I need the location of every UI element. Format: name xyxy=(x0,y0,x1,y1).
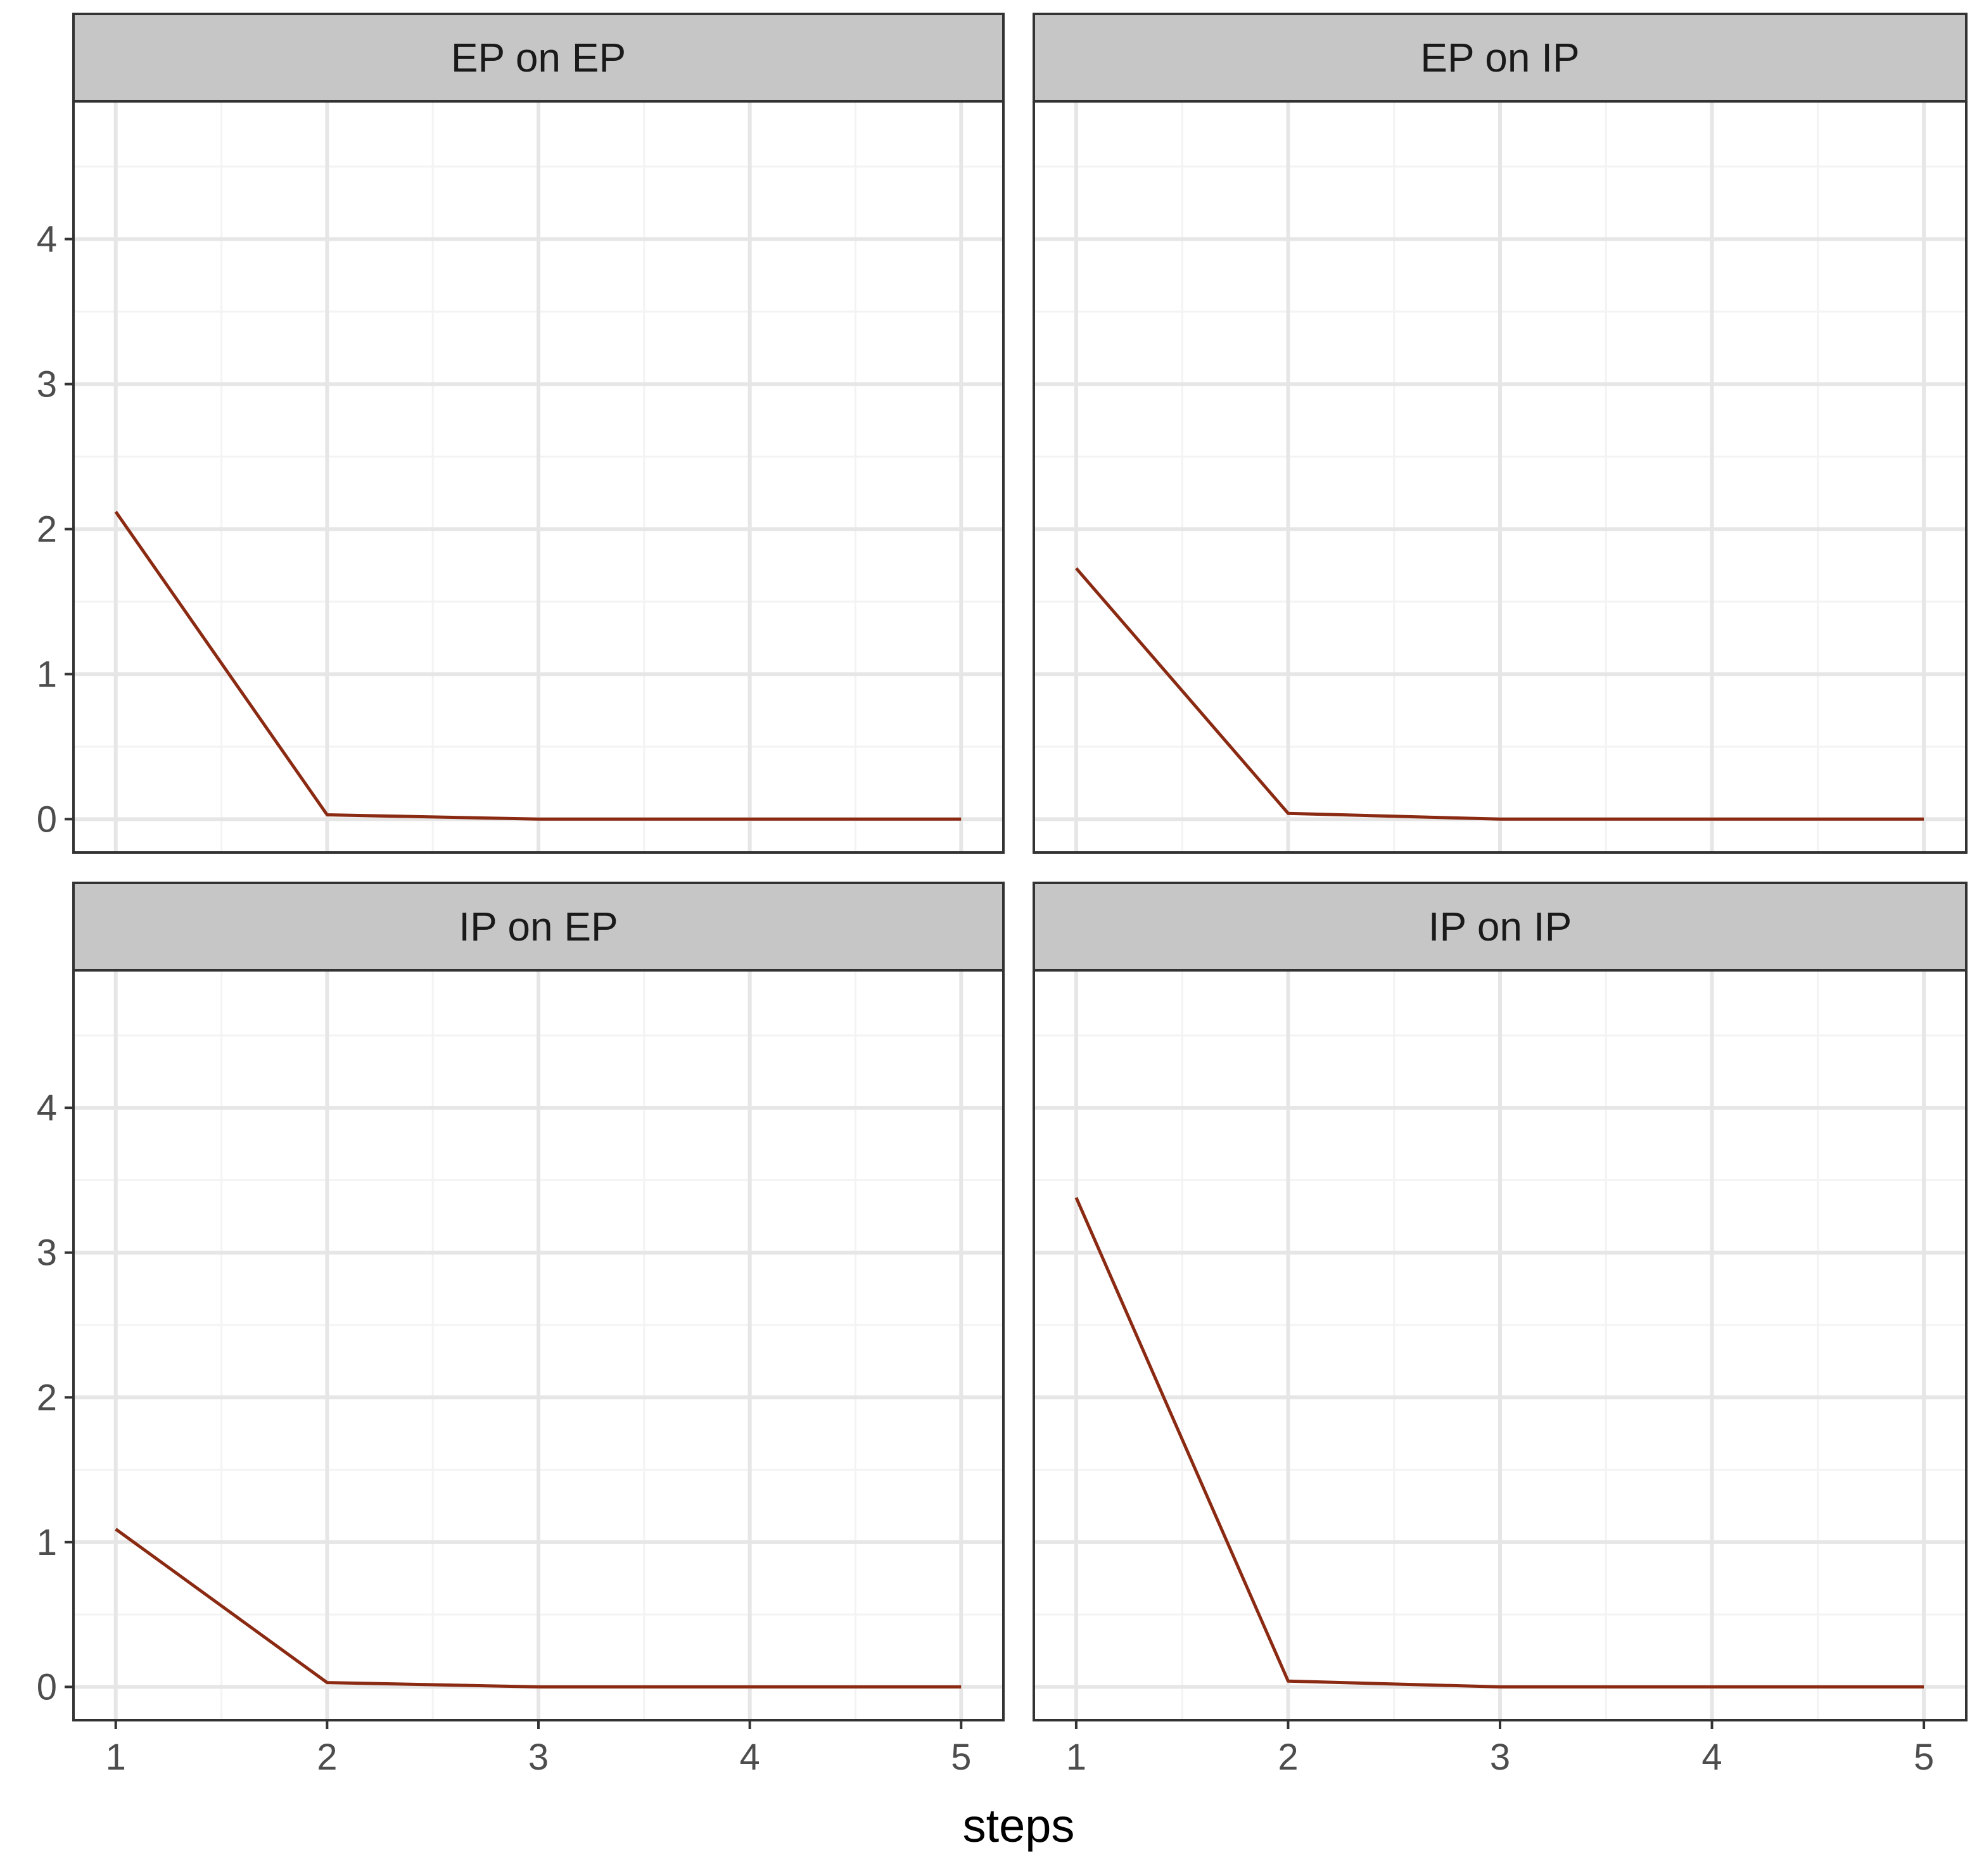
y-axis-layer: 0 1 2 3 4 0 1 2 3 4 xyxy=(37,219,73,1708)
y-tick-label: 3 xyxy=(37,364,57,405)
y-tick-label: 2 xyxy=(37,1377,57,1418)
x-tick-label: 4 xyxy=(1701,1737,1722,1778)
y-tick-label: 4 xyxy=(37,1087,57,1129)
facet-panel: EP on IP xyxy=(1033,13,1968,854)
x-tick-label: 3 xyxy=(1490,1737,1510,1778)
facet-strip-label: IP on EP xyxy=(459,904,618,949)
x-axis-layer: 1 2 3 4 5 1 2 3 4 5 xyxy=(106,1720,1934,1778)
x-tick-label: 1 xyxy=(106,1737,126,1778)
facet-panel: IP on IP xyxy=(1033,882,1968,1721)
panels-layer: EP on EP EP on IP IP on EP IP on IP xyxy=(72,13,1968,1721)
facet-strip xyxy=(72,882,1005,972)
series-line xyxy=(1074,1196,1924,1689)
facet-strip-label: IP on IP xyxy=(1428,904,1572,949)
x-tick-label: 3 xyxy=(528,1737,549,1778)
facet-strip xyxy=(72,13,1005,103)
facet-strip xyxy=(1033,13,1968,103)
y-tick-label: 1 xyxy=(37,1522,57,1563)
y-tick-label: 2 xyxy=(37,509,57,550)
x-axis-title: steps xyxy=(963,1799,1075,1852)
facet-panel: IP on EP xyxy=(72,882,1005,1721)
y-tick-label: 4 xyxy=(37,219,57,260)
x-tick-label: 5 xyxy=(951,1737,971,1778)
facet-strip xyxy=(1033,882,1968,972)
x-tick-label: 4 xyxy=(740,1737,760,1778)
series-line xyxy=(114,510,962,821)
facet-strip-label: EP on IP xyxy=(1420,35,1579,80)
x-tick-label: 1 xyxy=(1066,1737,1086,1778)
y-tick-label: 0 xyxy=(37,799,57,840)
y-tick-label: 3 xyxy=(37,1233,57,1274)
y-tick-label: 0 xyxy=(37,1666,57,1708)
y-tick-label: 1 xyxy=(37,654,57,695)
x-tick-label: 2 xyxy=(1278,1737,1298,1778)
facet-strip-label: EP on EP xyxy=(451,35,626,80)
series-line xyxy=(115,1528,962,1689)
series-line xyxy=(1075,567,1924,821)
x-tick-label: 5 xyxy=(1914,1737,1934,1778)
x-tick-label: 2 xyxy=(317,1737,337,1778)
facet-panel: EP on EP xyxy=(72,13,1005,854)
